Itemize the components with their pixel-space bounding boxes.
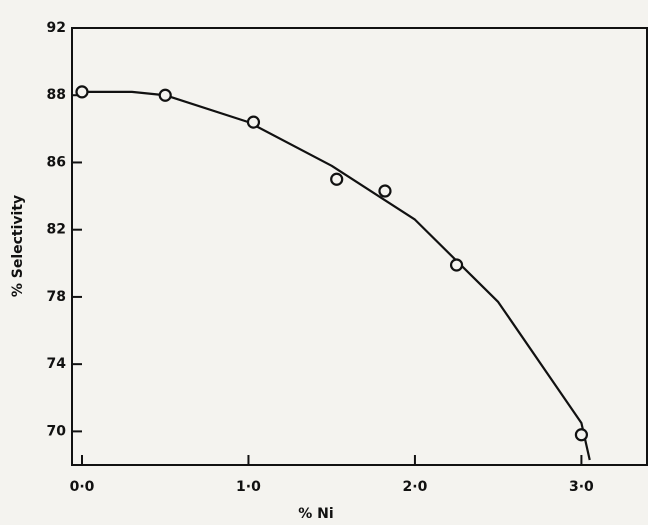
data-point	[451, 259, 462, 270]
x-tick-label: 2·0	[403, 479, 428, 495]
y-tick-label: 82	[47, 222, 66, 238]
y-tick-label: 92	[47, 20, 66, 36]
y-tick-label: 88	[47, 87, 66, 103]
y-tick-label: 70	[47, 423, 67, 439]
y-tick-label: 78	[47, 289, 66, 305]
y-tick-label: 74	[47, 356, 67, 372]
data-point	[331, 174, 342, 185]
background	[0, 0, 648, 525]
data-point	[248, 117, 259, 128]
y-tick-label: 86	[47, 154, 66, 170]
data-point	[76, 86, 87, 97]
data-point	[379, 186, 390, 197]
y-axis-label: % Selectivity	[10, 195, 26, 297]
x-tick-label: 0·0	[70, 479, 95, 495]
x-axis-label: % Ni	[298, 506, 333, 522]
chart: % Ni % Selectivity 70 74 78 82 86 88 92 0·0 1·0 2…	[0, 0, 648, 525]
x-tick-label: 3·0	[569, 479, 594, 495]
x-tick-label: 1·0	[236, 479, 261, 495]
data-point	[160, 90, 171, 101]
data-point	[576, 429, 587, 440]
